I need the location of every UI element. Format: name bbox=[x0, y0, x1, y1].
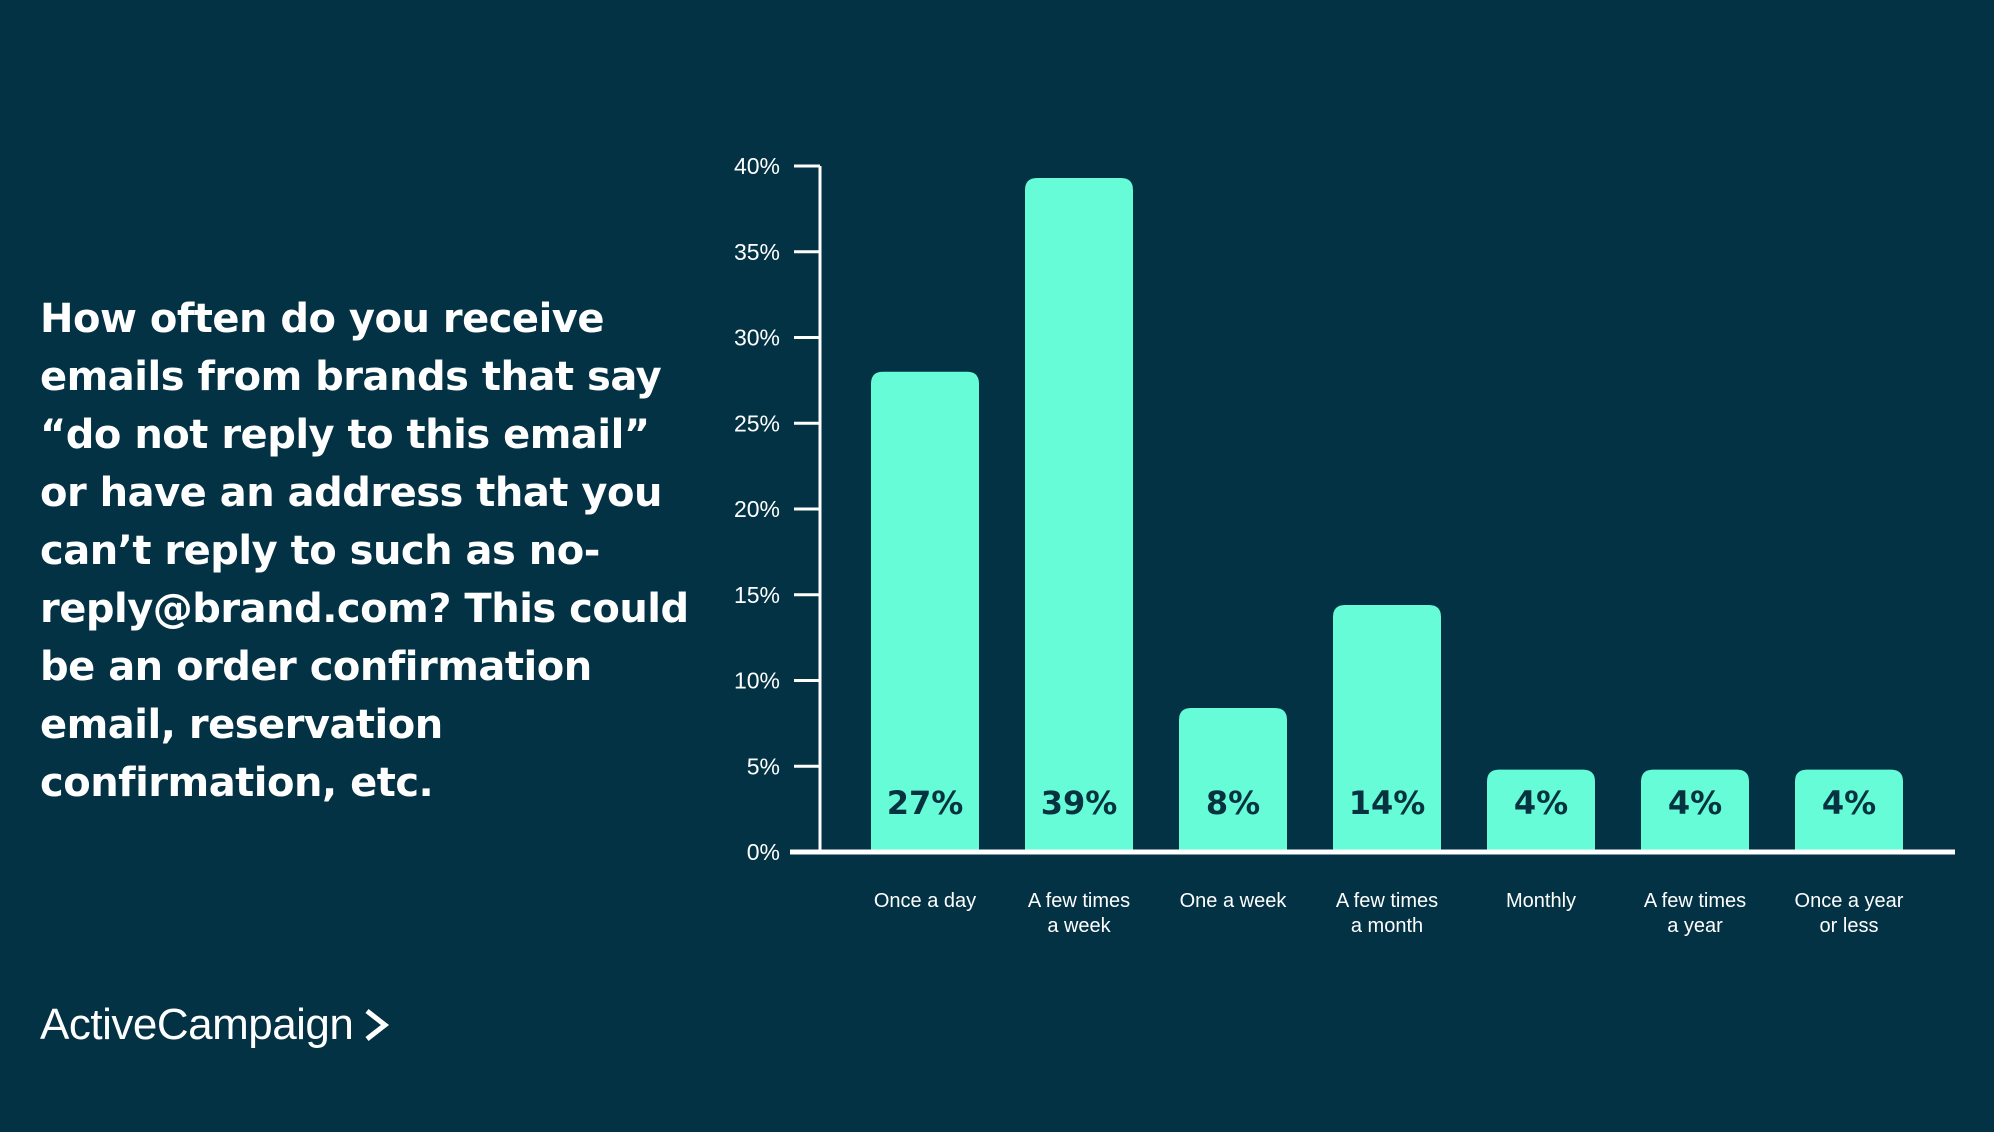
x-category-label: Once a year or less bbox=[1795, 890, 1904, 937]
bar-value-label: 14% bbox=[1349, 784, 1426, 822]
x-axis: Once a day A few times a week One a week A f… bbox=[790, 852, 1955, 937]
x-category-label: A few times a week bbox=[1028, 890, 1130, 937]
chevron-right-icon bbox=[361, 1005, 391, 1045]
x-category-label: Monthly bbox=[1506, 890, 1576, 912]
bar-value-label: 8% bbox=[1206, 784, 1260, 822]
bar bbox=[1025, 178, 1133, 852]
x-category-label: One a week bbox=[1180, 890, 1288, 912]
bar bbox=[871, 372, 979, 852]
x-category-label: A few times a month bbox=[1336, 890, 1438, 937]
y-tick-label: 25% bbox=[734, 410, 780, 436]
y-tick-label: 10% bbox=[734, 668, 780, 694]
bar-value-label: 27% bbox=[887, 784, 964, 822]
bars: 27% 39% 8% 14% 4% 4% 4% bbox=[871, 178, 1903, 852]
y-tick-label: 30% bbox=[734, 325, 780, 351]
bar bbox=[1179, 708, 1287, 852]
bar-value-label: 4% bbox=[1822, 784, 1876, 822]
x-category-label: Once a day bbox=[874, 890, 976, 912]
y-axis: 0% 5% 10% 15% 20% 25% 30% 35% 40% bbox=[734, 153, 820, 865]
x-category-label: A few times a year bbox=[1644, 890, 1746, 937]
y-tick-label: 35% bbox=[734, 239, 780, 265]
activecampaign-logo: ActiveCampaign bbox=[40, 995, 391, 1055]
bar-value-label: 39% bbox=[1041, 784, 1118, 822]
logo-text: ActiveCampaign bbox=[40, 1000, 353, 1050]
y-tick-label: 15% bbox=[734, 582, 780, 608]
y-tick-label: 20% bbox=[734, 496, 780, 522]
y-tick-label: 0% bbox=[747, 839, 780, 865]
bar-value-label: 4% bbox=[1514, 784, 1568, 822]
y-tick-label: 40% bbox=[734, 153, 780, 179]
y-tick-label: 5% bbox=[747, 753, 780, 779]
bar-value-label: 4% bbox=[1668, 784, 1722, 822]
